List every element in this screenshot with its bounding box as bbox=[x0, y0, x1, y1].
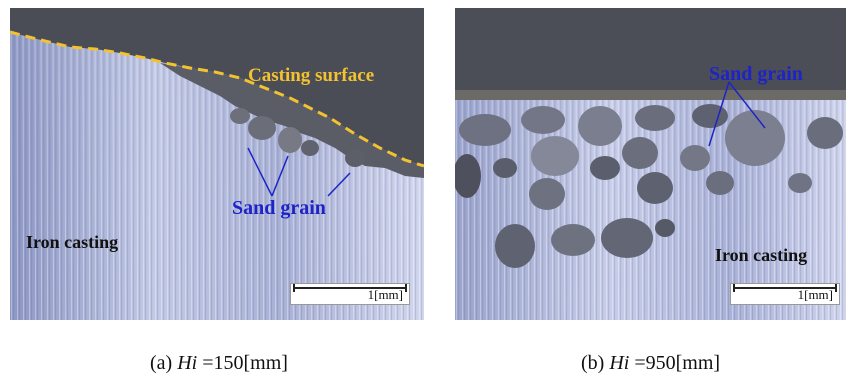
micrograph-b: Sand grain Iron casting 1[mm] bbox=[455, 8, 846, 320]
scale-bar-a-label: 1[mm] bbox=[367, 287, 403, 302]
micrograph-a-image bbox=[10, 8, 424, 320]
caption-a-variable: Hi bbox=[177, 352, 198, 374]
caption-a-value: =150[mm] bbox=[197, 352, 288, 374]
scale-bar-b-label: 1[mm] bbox=[797, 287, 833, 302]
micrograph-a: Casting surface Sand grain Iron casting … bbox=[10, 8, 424, 320]
caption-b-prefix: (b) bbox=[581, 352, 610, 374]
label-sand-grain-a: Sand grain bbox=[232, 197, 326, 219]
label-sand-grain-b: Sand grain bbox=[709, 63, 803, 85]
caption-a-prefix: (a) bbox=[150, 352, 178, 374]
caption-b: (b) Hi =950[mm] bbox=[581, 352, 720, 375]
caption-a: (a) Hi =150[mm] bbox=[150, 352, 288, 375]
label-iron-casting-a: Iron casting bbox=[26, 232, 119, 252]
scale-bar-b: 1[mm] bbox=[730, 283, 840, 305]
label-casting-surface: Casting surface bbox=[248, 65, 375, 86]
micrograph-b-image bbox=[455, 8, 846, 320]
label-iron-casting-b: Iron casting bbox=[715, 245, 808, 265]
caption-b-value: =950[mm] bbox=[629, 352, 721, 374]
caption-b-variable: Hi bbox=[609, 352, 630, 374]
scale-bar-a: 1[mm] bbox=[290, 283, 410, 305]
